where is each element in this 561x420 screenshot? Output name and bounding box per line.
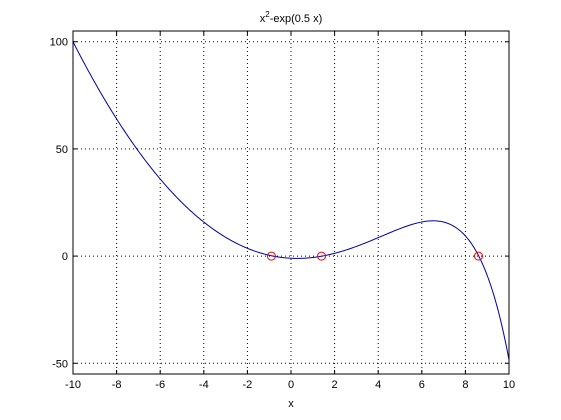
grid-lines: [73, 31, 509, 374]
x-tick-label: 2: [332, 379, 338, 391]
x-tick-label: -8: [112, 379, 122, 391]
x-tick-label: -2: [243, 379, 253, 391]
plot-frame: [72, 30, 510, 375]
x-tick-label: 8: [462, 379, 468, 391]
x-tick-label: -6: [155, 379, 165, 391]
y-tick-label: 50: [56, 144, 68, 156]
y-tick-label: 0: [62, 251, 68, 263]
series-layer: [72, 41, 510, 360]
title-superscript: 2: [265, 10, 270, 19]
y-tick-label: -50: [52, 358, 68, 370]
x-tick-label: -4: [199, 379, 209, 391]
title-rest: -exp(0.5 x): [270, 13, 323, 25]
axis-ticks: [72, 31, 510, 374]
root-marker: [266, 251, 276, 261]
chart-title: x2-exp(0.5 x): [260, 10, 323, 25]
title-base: x: [260, 13, 266, 25]
root-marker: [473, 251, 483, 261]
series-line: [72, 41, 510, 360]
root-marker: [317, 251, 327, 261]
x-axis-label: x: [288, 398, 294, 410]
y-tick-label: 100: [50, 37, 68, 49]
x-tick-label: 4: [375, 379, 381, 391]
x-tick-label: 0: [288, 379, 294, 391]
x-tick-label: 10: [503, 379, 515, 391]
x-tick-label: -10: [65, 379, 81, 391]
root-markers: [266, 251, 483, 261]
x-tick-label: 6: [419, 379, 425, 391]
tick-labels: -10 -8 -6 -4 -2 0 2 4 6 8 10 -50 0 50 100: [50, 37, 515, 391]
